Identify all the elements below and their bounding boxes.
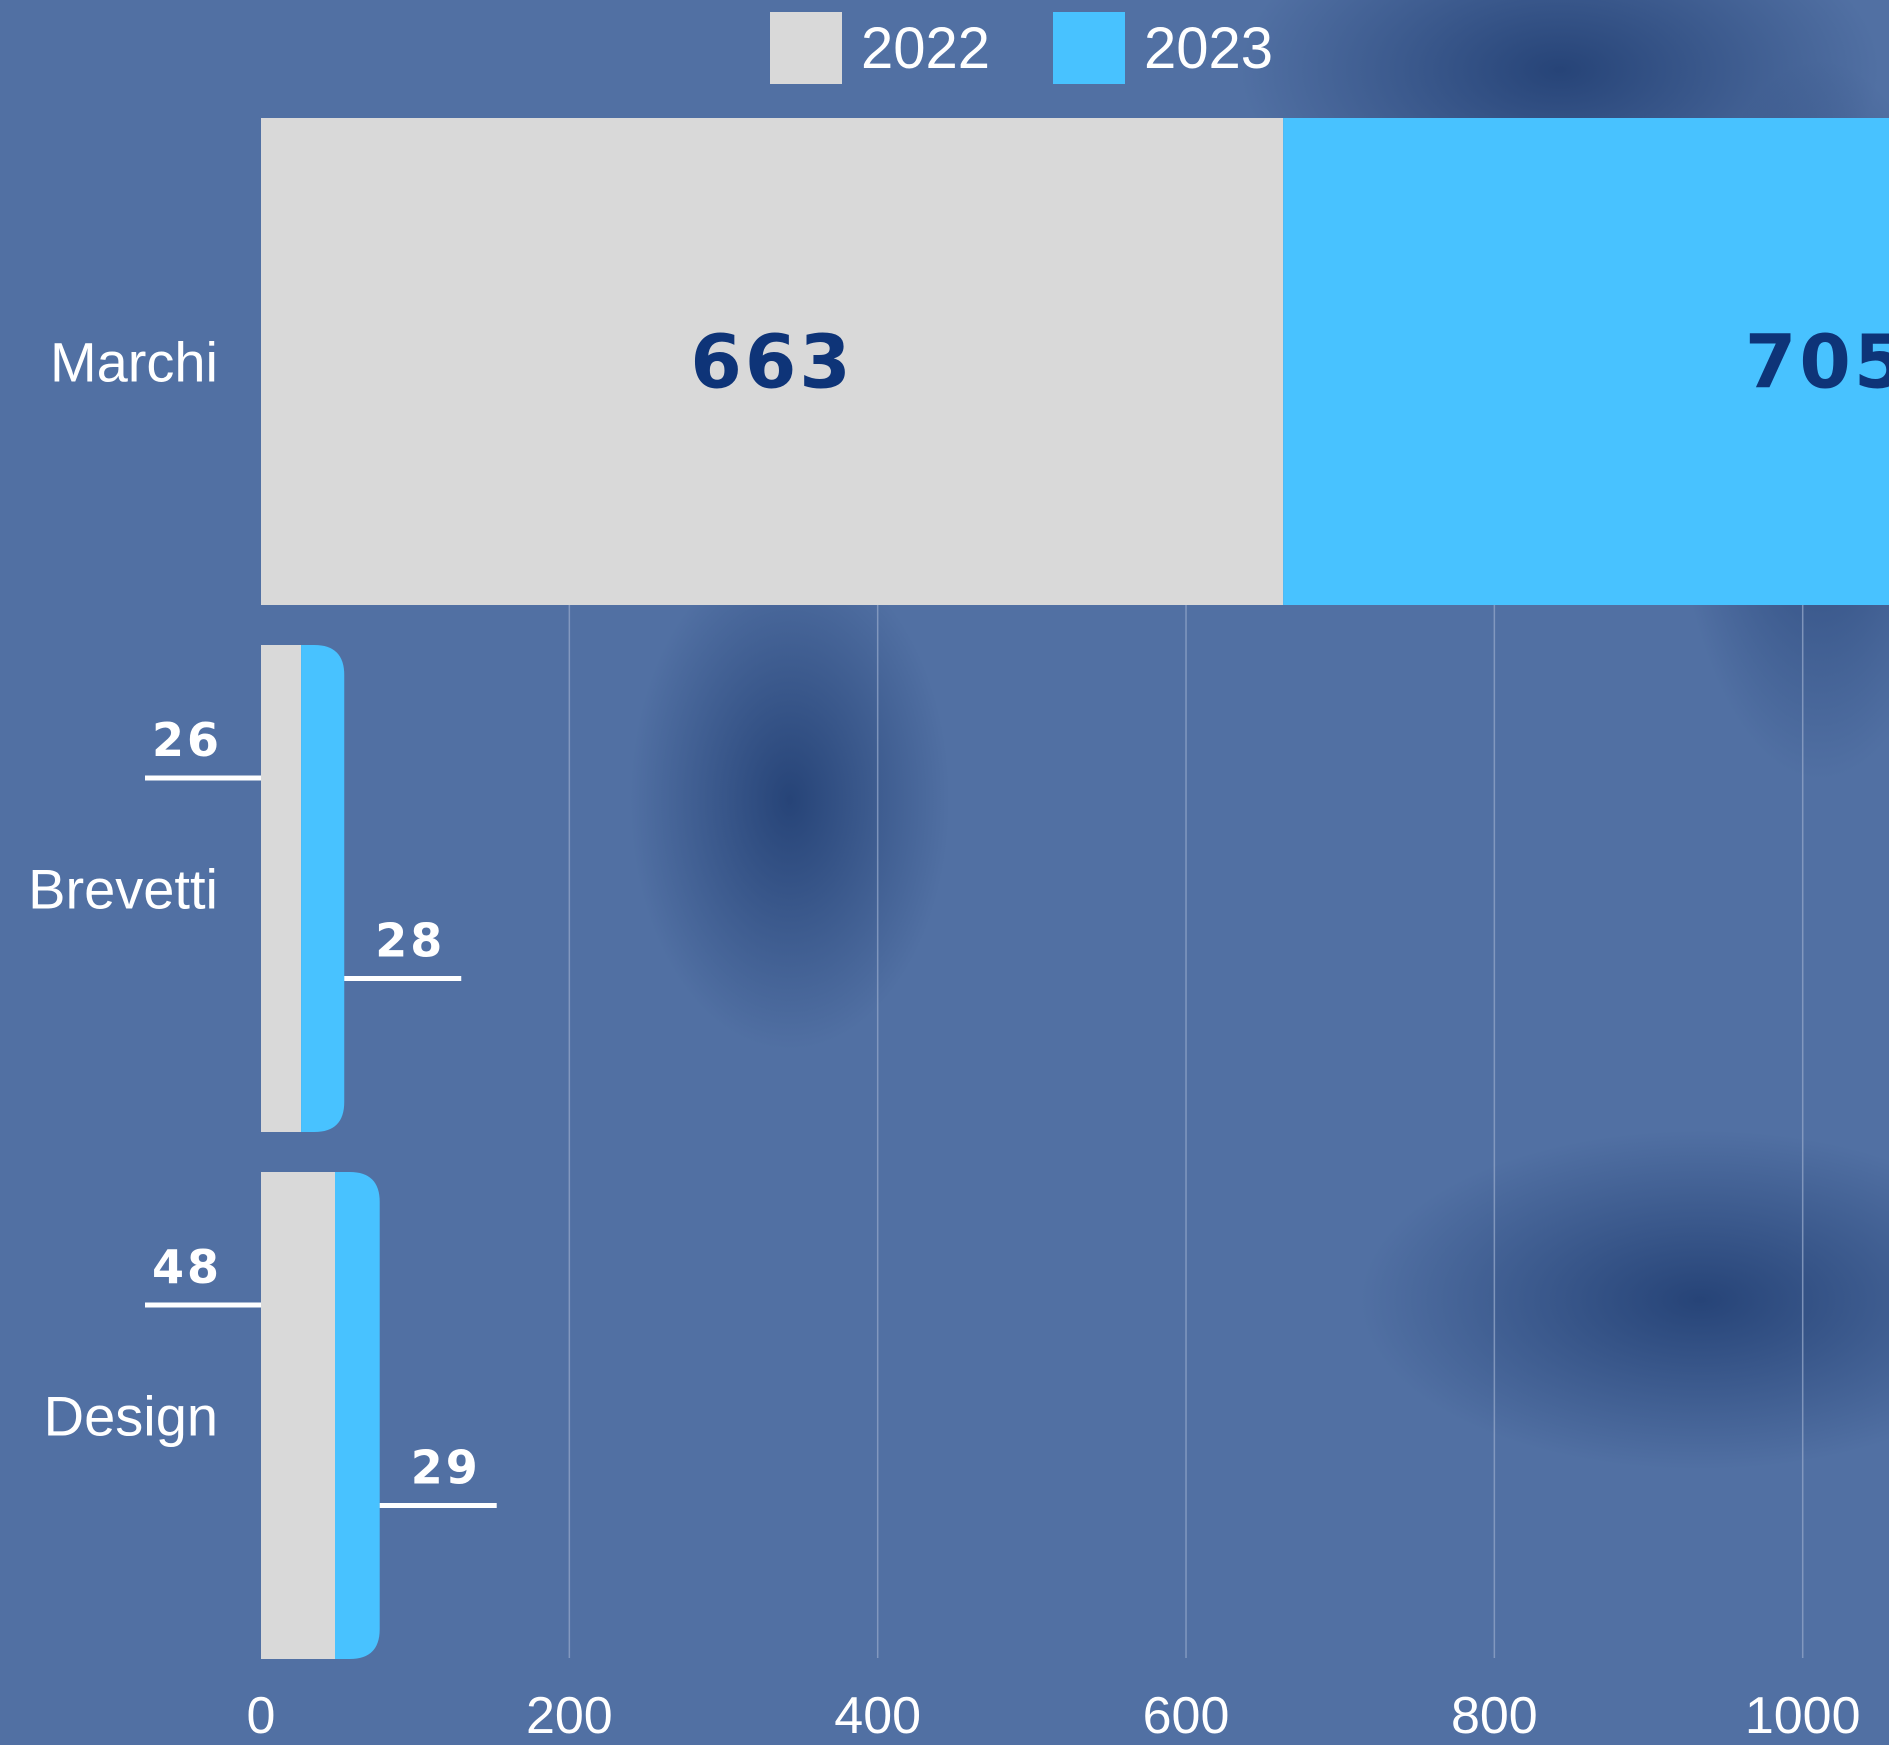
x-tick-label: 200 [526,1687,613,1745]
legend-swatch [1053,12,1125,84]
legend-label: 2023 [1144,16,1273,81]
relief-shape [630,550,950,1050]
bar-2023 [335,1172,380,1659]
value-label-2022: 663 [690,320,853,406]
value-label-2023: 28 [375,914,445,968]
value-label-2022: 48 [152,1240,222,1294]
relief-shape [1360,1130,1889,1470]
bar-2022 [261,118,1284,605]
category-label: Design [44,1385,218,1448]
legend: 2022 2023 [770,12,1273,84]
labels: Marchi 663 705 Brevetti 26 28 Design 48 29 [28,320,1889,1509]
bars [261,118,1889,1659]
bar-2022 [261,645,302,1132]
x-tick-label: 0 [247,1687,276,1745]
x-tick-label: 1000 [1745,1687,1861,1745]
value-label-2023: 705 [1745,320,1889,406]
category-label: Brevetti [28,858,218,921]
legend-label: 2022 [861,16,990,81]
x-tick-label: 800 [1451,1687,1538,1745]
value-label-2023: 29 [411,1441,481,1495]
bar-2023 [1283,118,1889,605]
value-label-2022: 26 [152,713,222,767]
x-tick-label: 400 [834,1687,921,1745]
x-axis: 0200400600800100012001400 [247,1687,1861,1745]
bar-2022 [261,1172,336,1659]
legend-swatch [770,12,842,84]
bar-2023 [301,645,345,1132]
x-tick-label: 600 [1143,1687,1230,1745]
category-label: Marchi [50,331,218,394]
